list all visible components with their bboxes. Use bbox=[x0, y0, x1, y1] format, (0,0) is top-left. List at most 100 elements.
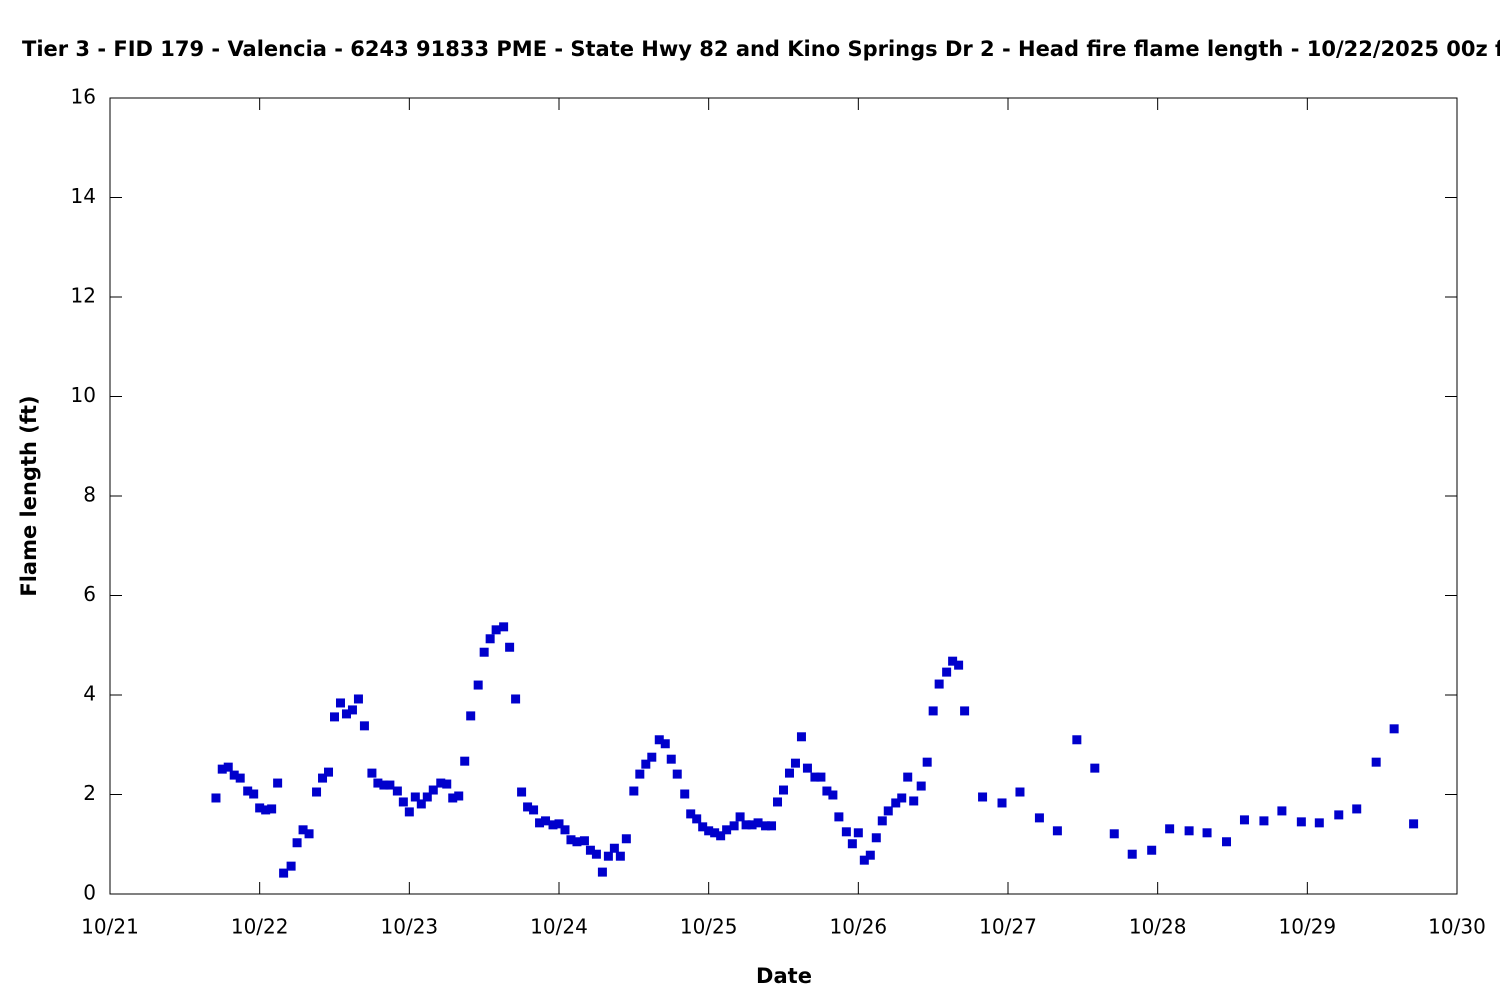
data-point bbox=[747, 820, 757, 830]
x-tick-label: 10/27 bbox=[979, 915, 1037, 939]
data-point bbox=[1296, 817, 1306, 827]
data-point bbox=[1239, 815, 1249, 825]
data-point bbox=[603, 851, 613, 861]
data-point bbox=[404, 807, 414, 817]
data-point bbox=[672, 769, 682, 779]
y-tick-label: 6 bbox=[83, 582, 96, 606]
data-point bbox=[1072, 735, 1082, 745]
data-point bbox=[1090, 763, 1100, 773]
data-point bbox=[629, 786, 639, 796]
data-point bbox=[960, 706, 970, 716]
y-tick-label: 2 bbox=[83, 781, 96, 805]
chart-title: Tier 3 - FID 179 - Valencia - 6243 91833… bbox=[22, 37, 1500, 61]
data-point bbox=[1314, 818, 1324, 828]
data-point bbox=[773, 797, 783, 807]
data-point bbox=[591, 849, 601, 859]
data-point bbox=[485, 634, 495, 644]
data-point bbox=[597, 867, 607, 877]
data-point bbox=[816, 772, 826, 782]
data-point bbox=[410, 792, 420, 802]
data-point bbox=[324, 767, 334, 777]
data-point bbox=[767, 821, 777, 831]
data-point bbox=[802, 763, 812, 773]
data-point bbox=[942, 667, 952, 677]
x-tick-label: 10/30 bbox=[1428, 915, 1486, 939]
data-point bbox=[692, 814, 702, 824]
data-point bbox=[249, 789, 259, 799]
y-tick-label: 0 bbox=[83, 881, 96, 905]
y-tick-label: 4 bbox=[83, 682, 96, 706]
data-point bbox=[347, 705, 357, 715]
data-point bbox=[379, 780, 389, 790]
data-point bbox=[704, 826, 714, 836]
data-point bbox=[1165, 824, 1175, 834]
data-point bbox=[217, 764, 227, 774]
data-point bbox=[934, 679, 944, 689]
data-point bbox=[585, 845, 595, 855]
data-point bbox=[579, 836, 589, 846]
data-point bbox=[609, 843, 619, 853]
data-point bbox=[834, 812, 844, 822]
data-point bbox=[436, 778, 446, 788]
x-tick-label: 10/21 bbox=[81, 915, 139, 939]
data-point bbox=[716, 831, 726, 841]
data-point bbox=[1015, 787, 1025, 797]
data-point bbox=[428, 785, 438, 795]
data-point bbox=[491, 625, 501, 635]
data-point bbox=[499, 622, 509, 632]
x-tick-label: 10/29 bbox=[1279, 915, 1337, 939]
data-point bbox=[353, 694, 363, 704]
data-point bbox=[517, 787, 527, 797]
data-point bbox=[359, 721, 369, 731]
y-tick-label: 10 bbox=[71, 383, 96, 407]
data-point bbox=[318, 773, 328, 783]
data-point bbox=[335, 698, 345, 708]
data-point bbox=[928, 706, 938, 716]
data-point bbox=[903, 772, 913, 782]
x-tick-label: 10/24 bbox=[530, 915, 588, 939]
data-point bbox=[479, 647, 489, 657]
data-point bbox=[460, 756, 470, 766]
data-point bbox=[267, 804, 277, 814]
data-point bbox=[615, 851, 625, 861]
data-point bbox=[505, 642, 515, 652]
y-tick-label: 12 bbox=[71, 284, 96, 308]
data-point bbox=[796, 732, 806, 742]
data-point bbox=[211, 793, 221, 803]
data-point bbox=[1052, 826, 1062, 836]
data-point bbox=[466, 711, 476, 721]
data-point bbox=[997, 798, 1007, 808]
y-axis-label: Flame length (ft) bbox=[17, 395, 41, 596]
data-point bbox=[909, 796, 919, 806]
data-point bbox=[978, 792, 988, 802]
data-point bbox=[1127, 849, 1137, 859]
data-point bbox=[541, 816, 551, 826]
data-point bbox=[891, 798, 901, 808]
data-point bbox=[621, 834, 631, 844]
data-point bbox=[566, 835, 576, 845]
data-point bbox=[304, 829, 314, 839]
data-point bbox=[1034, 813, 1044, 823]
data-point bbox=[523, 802, 533, 812]
data-point bbox=[954, 660, 964, 670]
data-point bbox=[828, 790, 838, 800]
data-point bbox=[666, 754, 676, 764]
data-point bbox=[810, 772, 820, 782]
data-point bbox=[1147, 845, 1157, 855]
data-point bbox=[761, 821, 771, 831]
data-point bbox=[948, 656, 958, 666]
data-point bbox=[560, 825, 570, 835]
data-point bbox=[822, 786, 832, 796]
data-point bbox=[729, 821, 739, 831]
x-tick-label: 10/25 bbox=[680, 915, 738, 939]
data-point bbox=[790, 758, 800, 768]
data-point bbox=[635, 769, 645, 779]
data-point bbox=[654, 735, 664, 745]
data-point bbox=[1352, 804, 1362, 814]
data-point bbox=[473, 680, 483, 690]
x-axis-label: Date bbox=[756, 964, 812, 988]
data-point bbox=[753, 818, 763, 828]
data-point bbox=[392, 786, 402, 796]
